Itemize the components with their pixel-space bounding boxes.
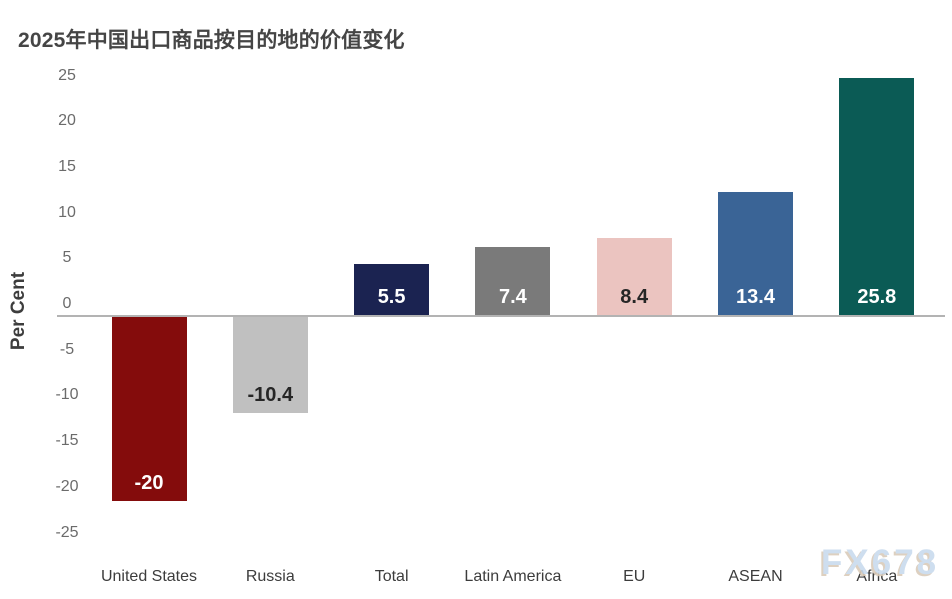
bar-value-label: 7.4 — [498, 285, 527, 308]
bar-value-label: 25.8 — [857, 285, 897, 308]
y-tick-label: 25 — [58, 66, 76, 84]
x-axis-label-africa: Africa — [856, 568, 898, 585]
x-axis-label-eu: EU — [623, 568, 646, 585]
y-tick-label: 10 — [58, 203, 76, 221]
y-axis-title: Per Cent — [8, 271, 29, 351]
bar-value-label: 13.4 — [736, 285, 775, 308]
bar-africa: 25.8 — [839, 77, 915, 315]
bar-value-label: 8.4 — [620, 285, 649, 308]
bar-total: 5.5 — [354, 264, 430, 315]
y-tick-label: -5 — [59, 340, 75, 358]
x-axis-label-asean: ASEAN — [728, 568, 783, 585]
y-tick-label: 0 — [62, 295, 72, 312]
bar-eu: 8.4 — [596, 237, 672, 315]
bar-value-label: -20 — [134, 472, 164, 494]
bar-latin-america: 7.4 — [475, 246, 551, 315]
y-tick-label: -25 — [55, 523, 79, 541]
chart-title: 2025年中国出口商品按目的地的价值变化 — [18, 29, 405, 52]
bar-asean: 13.4 — [718, 191, 793, 315]
y-tick-label: -20 — [55, 477, 79, 495]
y-tick-label: 15 — [58, 157, 76, 175]
bar-value-label: 5.5 — [377, 285, 406, 308]
y-tick-label: -15 — [55, 432, 79, 450]
watermark-fx678: FX678 — [821, 543, 940, 582]
y-tick-label: 20 — [58, 112, 76, 130]
y-tick-label: -10 — [55, 386, 79, 404]
y-tick-label: 5 — [62, 249, 72, 267]
x-axis-label-latin-america: Latin America — [464, 568, 562, 585]
x-axis-label-russia: Russia — [245, 568, 295, 585]
bar-united-states: -20 — [111, 317, 187, 501]
bar-russia: -10.4 — [232, 317, 308, 413]
bar-value-label: -10.4 — [247, 383, 294, 406]
x-axis-label-total: Total — [374, 568, 409, 585]
x-axis-label-united-states: United States — [100, 568, 198, 585]
zero-baseline — [57, 315, 945, 317]
